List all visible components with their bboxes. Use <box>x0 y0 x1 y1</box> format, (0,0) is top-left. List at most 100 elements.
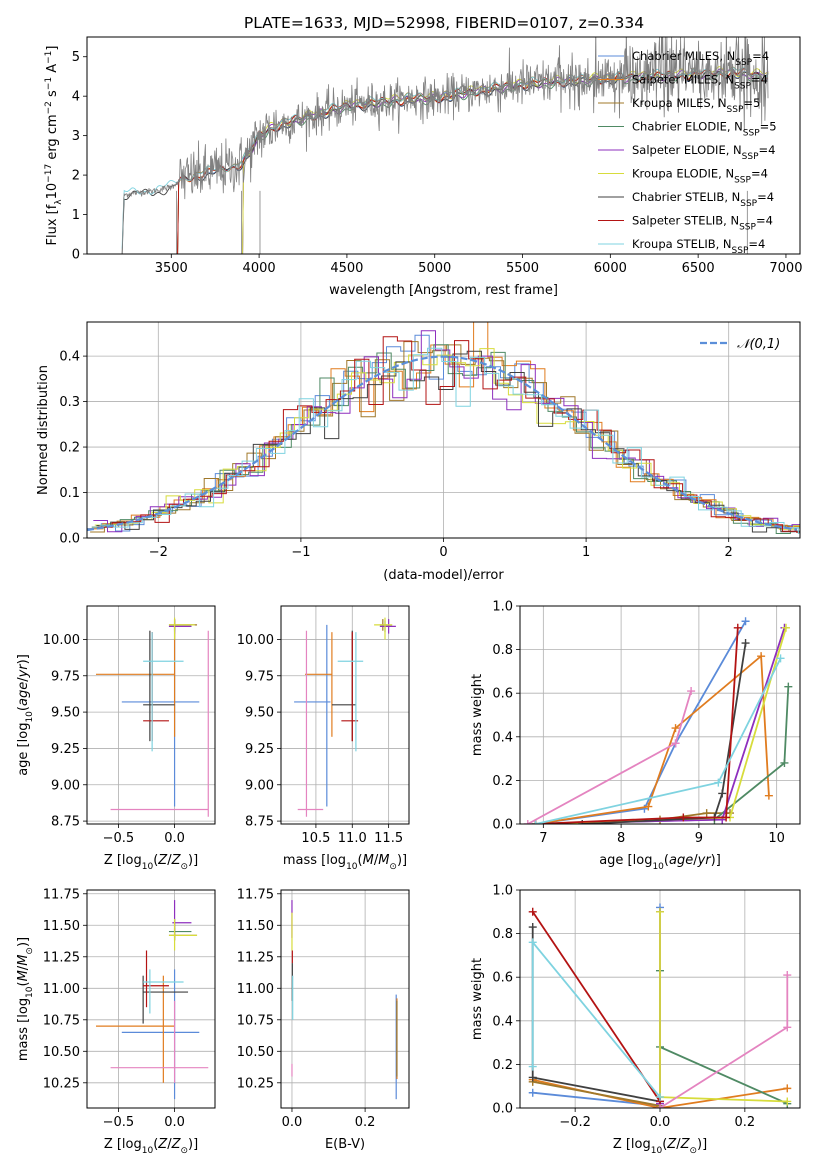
age_vs_mass-panel: 10.5 11.0 11.5 8.75 9.00 9.25 9.50 9.75 10.00 mas… <box>237 605 410 872</box>
mass_vs_Z-panel: −0.5 0.0 10.25 10.50 10.75 11.00 11.25 11.50 11.… <box>16 887 216 1156</box>
legend-label-kr_stelib: Kroupa STELIB, NSSP=4 <box>632 237 765 256</box>
x-tick-label: 5000 <box>418 261 451 276</box>
mass_weight_vs_age-series <box>523 617 793 824</box>
y-tick-label: 0.4 <box>492 1014 513 1029</box>
weight-marker-pink <box>656 1104 664 1108</box>
y-tick-label: 10.00 <box>237 633 274 648</box>
legend-label-sa_stelib: Salpeter STELIB, NSSP=4 <box>632 214 773 233</box>
y-tick-label: 0 <box>72 248 80 263</box>
weight-marker-ch_miles <box>741 617 750 626</box>
weight-marker-kr_elodie <box>782 623 790 632</box>
histograms <box>87 322 800 534</box>
y-tick-label: 9.75 <box>245 669 274 684</box>
x-tick-label: 3500 <box>155 261 188 276</box>
y-tick-label: 8.75 <box>51 815 80 830</box>
legend-label-normal: 𝒩(0,1) <box>737 337 780 352</box>
y-tick-label: 0.0 <box>492 818 513 833</box>
weight-line-kr_elodie <box>659 911 788 1103</box>
weight-marker-pink <box>671 739 680 748</box>
x-tick-label: 6500 <box>682 261 715 276</box>
spectrum-xlabel: wavelength [Angstrom, rest frame] <box>329 283 558 298</box>
spectrum-ylabel: Flux [fλ10−17 erg cm−2 s−1 A−1] <box>44 46 64 246</box>
mass_vs_Z-points <box>95 900 209 1100</box>
mass_weight_vs_Z-panel: −0.2 0.0 0.2 0.0 0.2 0.4 0.6 0.8 1.0 Z [log10(Z/Z… <box>470 884 801 1156</box>
y-tick-label: 0.4 <box>59 350 80 365</box>
residuals-panel: −2 −1 0 1 2 0.0 0.1 0.2 0.3 0.4 (data-model)/error… <box>36 321 801 583</box>
weight-marker-kr_stelib <box>776 654 785 663</box>
weight-marker-ch_elodie <box>780 758 789 767</box>
mass_weight_vs_Z-series <box>528 903 792 1108</box>
weight-marker-pink <box>523 820 532 824</box>
y-tick-label: 11.50 <box>43 919 80 934</box>
mass_weight_vs_Z-xlabel: Z [log10(Z/Z⊙)] <box>613 1137 707 1156</box>
histogram-step-sa_stelib <box>98 336 800 533</box>
weight-marker-sa_stelib <box>722 813 731 822</box>
mass_vs_ebv-panel: 0.0 0.2 10.25 10.50 10.75 11.00 11.25 11.50 11.7… <box>237 887 410 1152</box>
y-tick-label: 11.25 <box>43 950 80 965</box>
y-tick-label: 5 <box>72 50 80 65</box>
legend-label-ch_miles: Chabrier MILES, NSSP=4 <box>632 49 769 68</box>
y-tick-label: 10.00 <box>43 633 80 648</box>
x-tick-label: 0 <box>439 545 447 560</box>
mass_weight_vs_age-ylabel: mass weight <box>470 674 485 756</box>
x-tick-label: 7 <box>539 831 547 846</box>
spectrum-panel: 3500 4000 4500 5000 5500 6000 6500 7000 0 1 2 3 4 5 wa… <box>44 36 802 298</box>
age_vs_Z-points <box>95 617 209 817</box>
y-tick-label: 11.75 <box>237 887 274 902</box>
y-tick-label: 11.50 <box>237 919 274 934</box>
axes-frame <box>86 605 216 825</box>
plots-layer: 3500 4000 4500 5000 5500 6000 6500 7000 0 1 2 3 4 5 wa… <box>16 36 802 1156</box>
observed-spectrum-line <box>121 37 769 254</box>
weight-marker-kr_miles <box>702 809 711 818</box>
x-tick-label: 0.0 <box>164 831 185 846</box>
legend-label-kr_miles: Kroupa MILES, NSSP=5 <box>632 96 760 115</box>
y-tick-label: 9.25 <box>245 742 274 757</box>
weight-marker-sa_miles <box>671 724 680 733</box>
normal-reference-curve <box>87 355 798 532</box>
y-tick-label: 10.50 <box>237 1045 274 1060</box>
weight-marker-ch_stelib <box>528 923 537 932</box>
y-tick-label: 0.3 <box>59 395 80 410</box>
y-tick-label: 11.00 <box>43 982 80 997</box>
weight-marker-sa_miles <box>783 1084 792 1093</box>
weight-line-ch_elodie <box>659 970 788 1105</box>
axes-frame <box>280 889 410 1109</box>
y-tick-label: 9.75 <box>51 669 80 684</box>
mass_weight_vs_age-panel: 7 8 9 10 0.0 0.2 0.4 0.6 0.8 1.0 age [log10(age/yr… <box>470 600 801 872</box>
mass_vs_Z-ylabel: mass [log10(M/M⊙)] <box>16 937 35 1061</box>
weight-marker-ch_stelib <box>718 789 727 798</box>
x-tick-label: 2 <box>725 545 733 560</box>
weight-line-ch_stelib <box>531 927 661 1103</box>
weight-line-kr_stelib <box>531 939 661 1098</box>
y-tick-label: 0.6 <box>492 971 513 986</box>
x-tick-label: 0.2 <box>355 1115 376 1130</box>
weight-marker-sa_stelib <box>528 907 537 916</box>
y-tick-label: 9.25 <box>51 742 80 757</box>
y-tick-label: 0.8 <box>492 643 513 658</box>
y-tick-label: 0.6 <box>492 687 513 702</box>
y-tick-label: 9.50 <box>51 706 80 721</box>
x-tick-label: 10.5 <box>301 831 330 846</box>
weight-marker-kr_stelib <box>714 778 723 787</box>
axes-frame <box>86 889 216 1109</box>
x-tick-label: 0.0 <box>650 1115 671 1130</box>
y-tick-label: 0.0 <box>492 1102 513 1117</box>
mass_vs_Z-xlabel: Z [log10(Z/Z⊙)] <box>104 1137 198 1156</box>
y-tick-label: 0.0 <box>59 532 80 547</box>
weight-marker-kr_elodie <box>783 1097 792 1106</box>
mass_weight_vs_age-xlabel: age [log10(age/yr)] <box>599 853 721 872</box>
weight-marker-pink <box>687 687 696 696</box>
x-tick-label: 4000 <box>243 261 276 276</box>
weight-line-ch_elodie <box>535 686 790 824</box>
x-tick-label: 9 <box>695 831 703 846</box>
y-tick-label: 0.1 <box>59 486 80 501</box>
y-tick-label: 10.25 <box>43 1076 80 1091</box>
y-tick-label: 0.2 <box>492 1058 513 1073</box>
weight-marker-ch_miles <box>528 1088 537 1097</box>
y-tick-label: 0.4 <box>492 730 513 745</box>
histogram-step-sa_elodie <box>93 330 800 533</box>
spectrum-legend: Chabrier MILES, NSSP=4 Salpeter MILES, NS… <box>598 49 777 256</box>
histogram-step-ch_stelib <box>96 350 800 533</box>
axes-frame <box>86 321 801 539</box>
